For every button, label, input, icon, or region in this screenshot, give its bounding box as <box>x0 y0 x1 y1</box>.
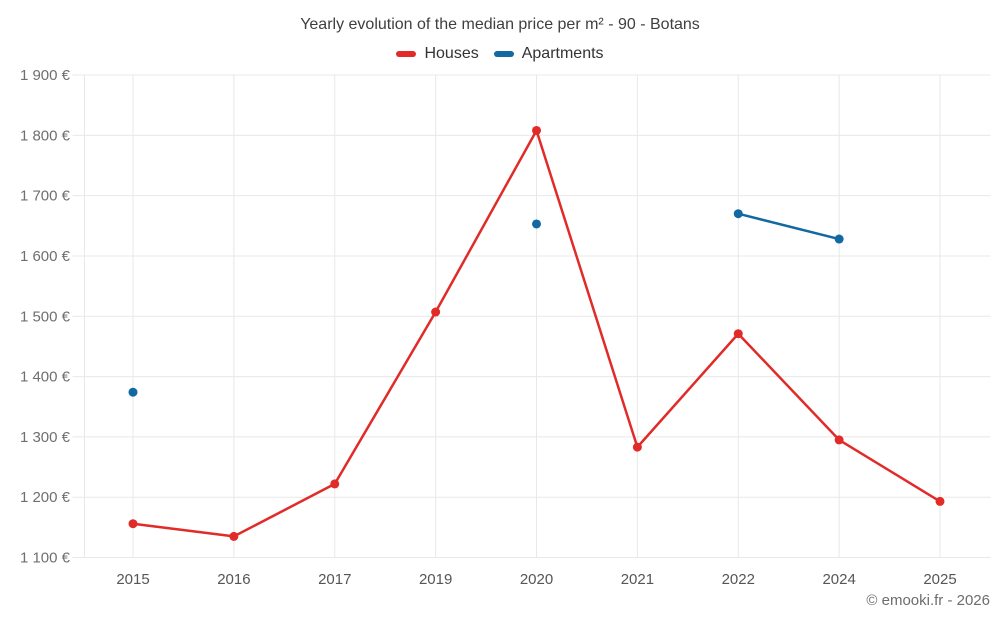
apartments-data-point[interactable] <box>733 209 743 219</box>
houses-data-point[interactable] <box>532 125 541 135</box>
houses-data-point[interactable] <box>834 435 844 445</box>
houses-data-point[interactable] <box>128 519 138 529</box>
houses-data-point[interactable] <box>330 479 340 489</box>
apartments-series-line <box>737 212 841 241</box>
y-axis-tick-label: 1 700 € <box>20 188 71 205</box>
y-axis-tick-label: 1 300 € <box>20 429 71 446</box>
chart-legend: Houses Apartments <box>0 45 1000 63</box>
x-axis-tick-label: 2019 <box>419 571 452 588</box>
y-axis-tick-label: 1 500 € <box>20 308 71 325</box>
x-axis-tick-label: 2017 <box>318 571 351 588</box>
apartments-data-point[interactable] <box>834 234 844 244</box>
x-axis-tick-label: 2021 <box>621 571 654 588</box>
houses-data-point[interactable] <box>229 531 239 541</box>
y-axis-tick-label: 1 900 € <box>20 67 71 84</box>
chart-title: Yearly evolution of the median price per… <box>300 16 700 33</box>
y-axis-tick-label: 1 800 € <box>20 127 71 144</box>
houses-data-point[interactable] <box>733 329 743 339</box>
houses-series-marker-icon <box>396 51 417 57</box>
x-axis-tick-label: 2020 <box>520 571 553 588</box>
x-axis-tick-label: 2025 <box>923 571 956 588</box>
houses-data-point[interactable] <box>431 307 441 317</box>
apartments-data-point[interactable] <box>532 219 541 229</box>
houses-data-point[interactable] <box>632 442 642 452</box>
x-axis-tick-label: 2016 <box>217 571 250 588</box>
x-axis-tick-label: 2015 <box>116 571 149 588</box>
legend-item-houses-label: Houses <box>424 45 479 62</box>
y-axis-tick-label: 1 400 € <box>20 369 71 386</box>
legend-item-houses[interactable]: Houses <box>396 45 479 63</box>
apartments-series-marker-icon <box>493 51 514 57</box>
y-axis-tick-label: 1 600 € <box>20 248 71 265</box>
watermark: © emooki.fr - 2026 <box>866 592 990 609</box>
legend-item-apartments-label: Apartments <box>521 45 604 62</box>
x-axis-tick-label: 2022 <box>722 571 755 588</box>
y-axis-tick-label: 1 200 € <box>20 489 71 506</box>
legend-item-apartments[interactable]: Apartments <box>493 45 604 63</box>
houses-data-point[interactable] <box>935 496 945 506</box>
x-axis-tick-label: 2024 <box>822 571 855 588</box>
apartments-data-point[interactable] <box>128 387 138 397</box>
y-axis-tick-label: 1 100 € <box>20 550 71 567</box>
